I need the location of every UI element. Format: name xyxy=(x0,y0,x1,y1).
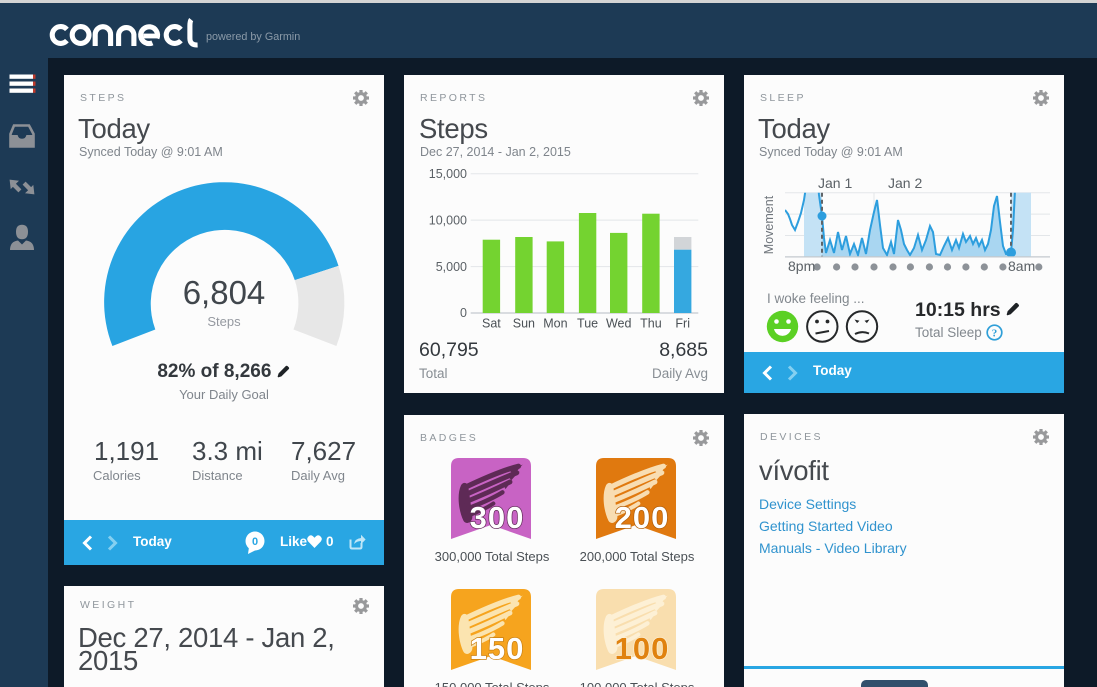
svg-text:?: ? xyxy=(991,328,997,340)
svg-text:0: 0 xyxy=(252,536,258,548)
svg-text:10,000: 10,000 xyxy=(429,214,467,228)
svg-text:0: 0 xyxy=(460,306,467,320)
svg-text:Fri: Fri xyxy=(675,317,690,331)
svg-text:Tue: Tue xyxy=(577,317,598,331)
svg-text:150: 150 xyxy=(470,631,525,666)
svg-text:Sun: Sun xyxy=(513,317,535,331)
svg-text:Sat: Sat xyxy=(482,317,501,331)
svg-text:5,000: 5,000 xyxy=(436,260,467,274)
svg-text:Wed: Wed xyxy=(606,317,632,331)
svg-text:15,000: 15,000 xyxy=(429,167,467,181)
svg-text:100: 100 xyxy=(615,631,670,666)
svg-text:Mon: Mon xyxy=(543,317,567,331)
svg-text:300: 300 xyxy=(470,500,525,535)
svg-text:8am: 8am xyxy=(1008,258,1035,274)
svg-text:Thu: Thu xyxy=(640,317,662,331)
svg-text:8pm: 8pm xyxy=(788,258,815,274)
svg-text:200: 200 xyxy=(615,500,670,535)
